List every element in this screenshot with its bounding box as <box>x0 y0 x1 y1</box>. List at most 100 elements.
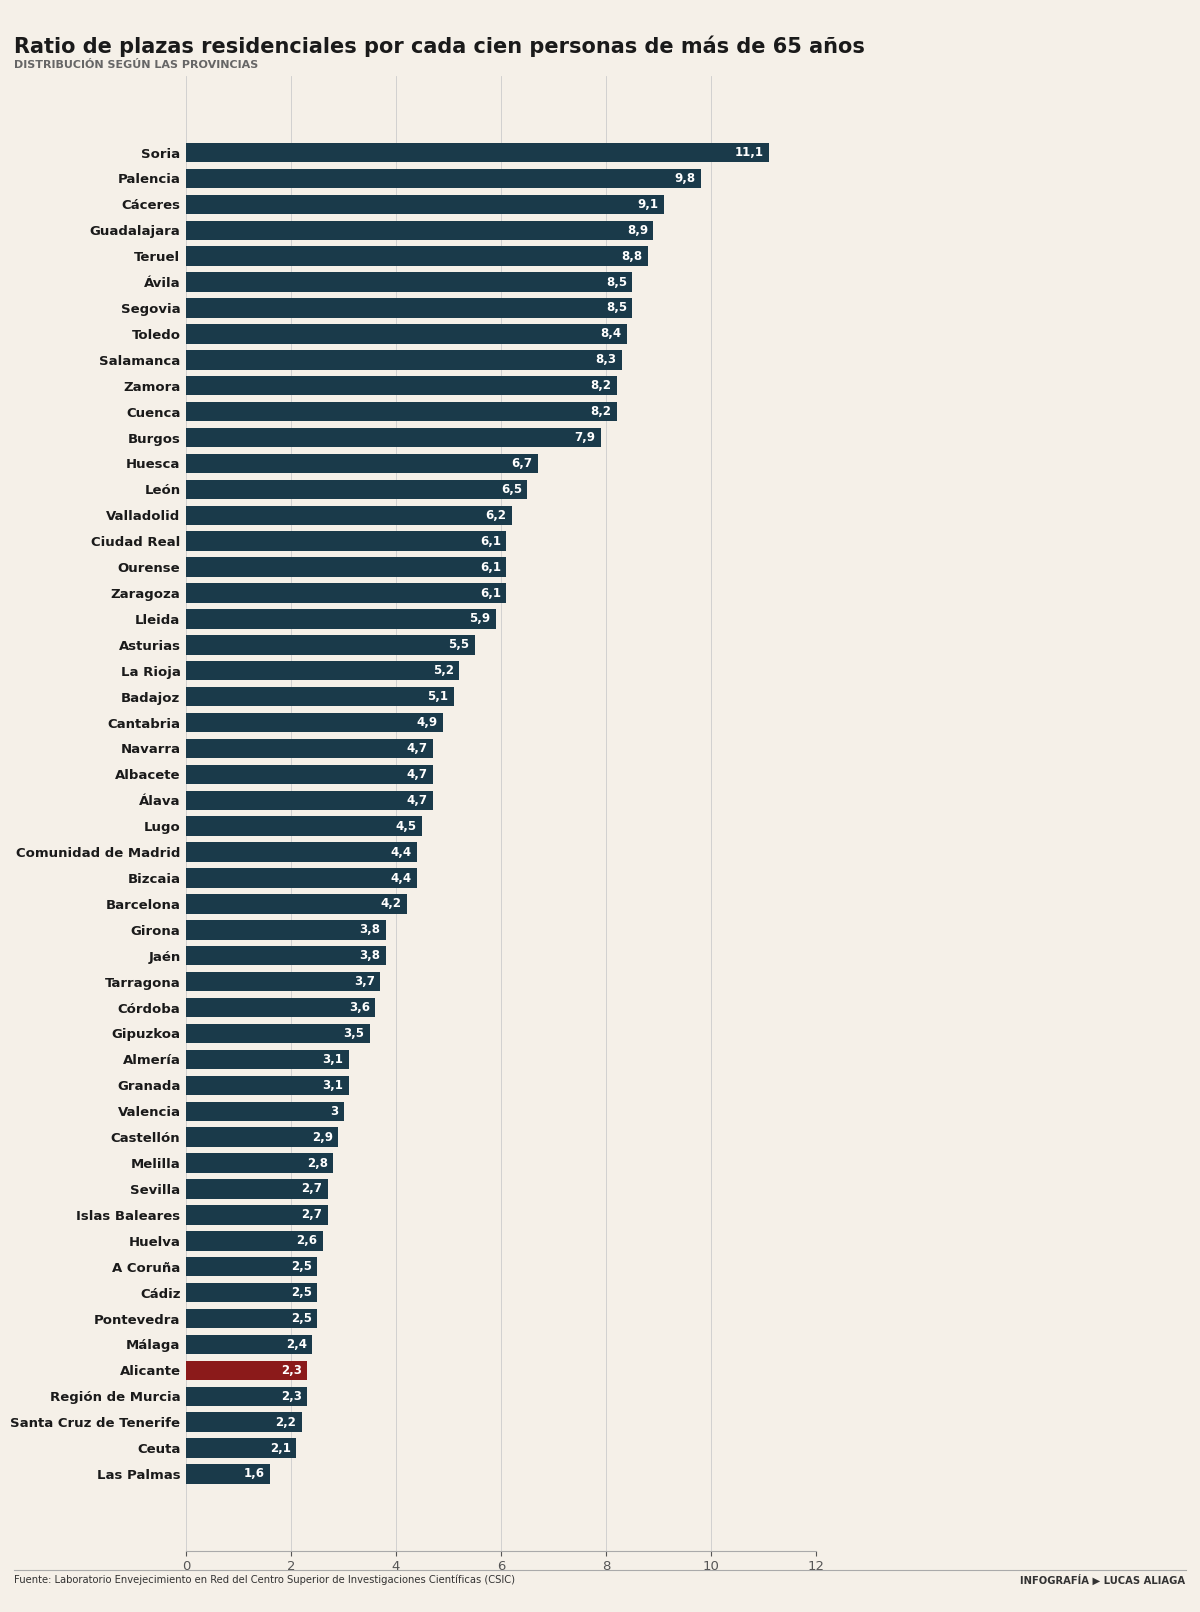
Bar <box>186 843 418 862</box>
Bar <box>186 1206 328 1225</box>
Bar <box>186 298 632 318</box>
Bar <box>186 869 418 888</box>
Bar <box>186 1232 323 1251</box>
Text: 4,5: 4,5 <box>396 821 418 833</box>
Text: Ratio de plazas residenciales por cada cien personas de más de 65 años: Ratio de plazas residenciales por cada c… <box>14 35 865 56</box>
Bar <box>186 1127 338 1146</box>
Text: 8,8: 8,8 <box>622 250 643 263</box>
Text: 6,2: 6,2 <box>485 509 506 522</box>
Text: 11,1: 11,1 <box>734 147 763 160</box>
Bar <box>186 1386 307 1406</box>
Bar <box>186 169 701 189</box>
Bar <box>186 350 622 369</box>
Text: 6,1: 6,1 <box>480 561 502 574</box>
Text: 6,5: 6,5 <box>500 484 522 496</box>
Text: 8,9: 8,9 <box>626 224 648 237</box>
Bar <box>186 920 385 940</box>
Text: 5,5: 5,5 <box>449 638 469 651</box>
Text: 4,2: 4,2 <box>380 898 401 911</box>
Text: 6,1: 6,1 <box>480 587 502 600</box>
Bar <box>186 480 527 500</box>
Text: 3,1: 3,1 <box>323 1053 343 1066</box>
Bar <box>186 1464 270 1483</box>
Text: INFOGRAFÍA ▶ LUCAS ALIAGA: INFOGRAFÍA ▶ LUCAS ALIAGA <box>1020 1575 1186 1586</box>
Bar <box>186 1153 334 1174</box>
Bar <box>186 1180 328 1199</box>
Text: 2,7: 2,7 <box>301 1183 323 1196</box>
Text: 3,5: 3,5 <box>343 1027 365 1040</box>
Text: 4,7: 4,7 <box>407 793 427 806</box>
Bar <box>186 324 628 343</box>
Bar <box>186 247 648 266</box>
Bar <box>186 713 443 732</box>
Bar <box>186 972 380 991</box>
Text: 2,1: 2,1 <box>270 1441 292 1454</box>
Text: 2,3: 2,3 <box>281 1364 301 1377</box>
Text: 4,7: 4,7 <box>407 767 427 780</box>
Bar <box>186 1412 301 1431</box>
Bar <box>186 506 511 526</box>
Bar <box>186 221 653 240</box>
Text: 4,9: 4,9 <box>416 716 438 729</box>
Text: 1,6: 1,6 <box>244 1467 265 1480</box>
Bar <box>186 143 769 163</box>
Bar <box>186 1283 317 1302</box>
Text: 2,3: 2,3 <box>281 1390 301 1402</box>
Text: 4,4: 4,4 <box>391 872 412 885</box>
Text: 3,8: 3,8 <box>359 949 380 962</box>
Text: 2,9: 2,9 <box>312 1130 334 1143</box>
Text: 8,5: 8,5 <box>606 301 628 314</box>
Bar <box>186 1438 296 1457</box>
Bar <box>186 1309 317 1328</box>
Text: 2,5: 2,5 <box>292 1261 312 1273</box>
Bar <box>186 1361 307 1380</box>
Bar <box>186 272 632 292</box>
Text: 3: 3 <box>330 1104 338 1117</box>
Text: 9,8: 9,8 <box>674 172 695 185</box>
Bar <box>186 401 617 421</box>
Bar <box>186 453 538 474</box>
Text: 3,7: 3,7 <box>354 975 374 988</box>
Bar <box>186 1335 312 1354</box>
Bar <box>186 687 454 706</box>
Text: 2,8: 2,8 <box>307 1156 328 1170</box>
Text: 2,6: 2,6 <box>296 1235 317 1248</box>
Bar <box>186 1049 349 1069</box>
Text: 7,9: 7,9 <box>575 430 595 443</box>
Text: 9,1: 9,1 <box>637 198 659 211</box>
Text: 5,9: 5,9 <box>469 613 491 625</box>
Text: 3,8: 3,8 <box>359 924 380 937</box>
Text: 8,3: 8,3 <box>595 353 617 366</box>
Bar <box>186 584 506 603</box>
Bar <box>186 1075 349 1095</box>
Bar <box>186 558 506 577</box>
Bar <box>186 427 601 447</box>
Text: 8,2: 8,2 <box>590 405 611 418</box>
Bar <box>186 790 433 809</box>
Text: 6,1: 6,1 <box>480 535 502 548</box>
Bar <box>186 1101 343 1120</box>
Bar <box>186 946 385 966</box>
Bar <box>186 764 433 783</box>
Text: 3,6: 3,6 <box>349 1001 370 1014</box>
Text: 2,5: 2,5 <box>292 1286 312 1299</box>
Bar <box>186 1257 317 1277</box>
Bar <box>186 376 617 395</box>
Bar <box>186 1024 370 1043</box>
Text: 2,2: 2,2 <box>275 1415 296 1428</box>
Bar <box>186 195 664 214</box>
Text: 8,2: 8,2 <box>590 379 611 392</box>
Text: 8,5: 8,5 <box>606 276 628 289</box>
Bar <box>186 738 433 758</box>
Text: 8,4: 8,4 <box>601 327 622 340</box>
Text: 4,7: 4,7 <box>407 742 427 754</box>
Bar <box>186 609 496 629</box>
Text: 2,5: 2,5 <box>292 1312 312 1325</box>
Bar <box>186 998 374 1017</box>
Bar <box>186 635 475 654</box>
Text: Fuente: Laboratorio Envejecimiento en Red del Centro Superior de Investigaciones: Fuente: Laboratorio Envejecimiento en Re… <box>14 1575 516 1586</box>
Text: 5,2: 5,2 <box>433 664 454 677</box>
Text: 2,7: 2,7 <box>301 1209 323 1222</box>
Text: 6,7: 6,7 <box>511 456 533 471</box>
Bar <box>186 895 407 914</box>
